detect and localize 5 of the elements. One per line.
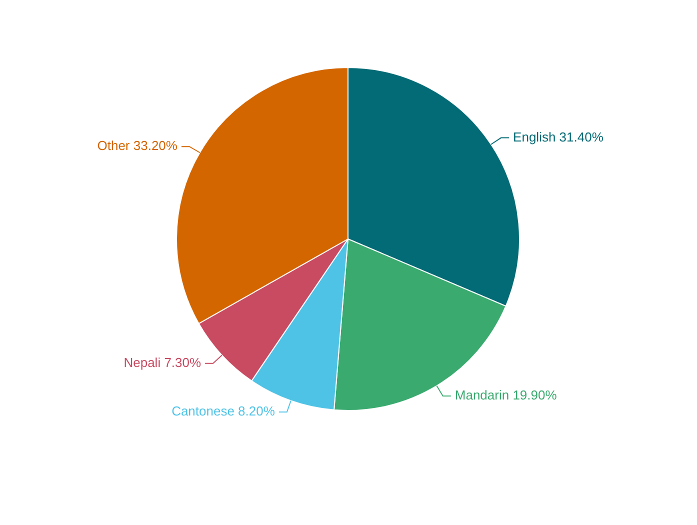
slice-label: Nepali 7.30% (124, 354, 202, 370)
slice-label: Cantonese 8.20% (172, 404, 276, 419)
slice-label: English 31.40% (513, 129, 604, 144)
slice-label: Mandarin 19.90% (454, 388, 558, 403)
slice-label: Other 33.20% (97, 138, 178, 154)
